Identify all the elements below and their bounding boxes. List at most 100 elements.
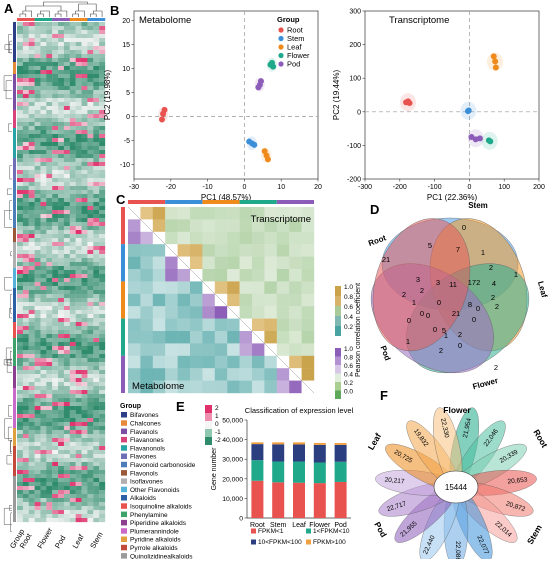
heatmap-cell: [58, 270, 65, 275]
heatmap-cell: [28, 102, 35, 107]
heatmap-cell: [87, 66, 94, 71]
heatmap-cell: [99, 102, 106, 107]
heatmap-cell: [63, 234, 70, 239]
corr-cell: [128, 281, 141, 294]
heatmap-cell: [22, 186, 29, 191]
heatmap-cell: [63, 450, 70, 455]
heatmap-cell: [34, 54, 41, 59]
heatmap-cell: [87, 514, 94, 519]
heatmap-cell: [93, 114, 100, 119]
heatmap-cell: [63, 366, 70, 371]
heatmap-cell: [22, 402, 29, 407]
heatmap-cell: [17, 490, 24, 495]
heatmap-cell: [52, 414, 59, 419]
heatmap-cell: [63, 418, 70, 423]
corr-cell: [227, 355, 240, 369]
heatmap-cell: [93, 498, 100, 503]
pca-point: [257, 78, 264, 85]
heatmap-cell: [34, 346, 41, 351]
pca-point: [476, 135, 483, 142]
heatmap-cell: [34, 170, 41, 175]
heatmap-cell: [28, 474, 35, 479]
corr-cell: [239, 269, 253, 282]
heatmap-cell: [17, 510, 24, 515]
heatmap-cell: [46, 110, 53, 115]
flower-diagram: 21,954 22,04620,33920,65320,87222,01422,0…: [366, 405, 550, 564]
class-legend-label: Phenylamine: [130, 512, 168, 519]
heatmap-cell: [46, 126, 53, 131]
heatmap-cell: [93, 302, 100, 307]
heatmap-cell: [99, 86, 106, 91]
heatmap-cell: [46, 306, 53, 311]
heatmap-cell: [58, 34, 65, 39]
heatmap-cell: [63, 274, 70, 279]
heatmap-cell: [52, 194, 59, 199]
heatmap-cell: [22, 222, 29, 227]
heatmap-cell: [34, 166, 41, 171]
heatmap-cell: [34, 270, 41, 275]
heatmap-cell: [63, 442, 70, 447]
heatmap-cell: [63, 74, 70, 79]
heatmap-cell: [63, 130, 70, 135]
corr-cell: [252, 293, 265, 307]
heatmap-cell: [69, 226, 76, 231]
corr-cell: [252, 269, 265, 282]
heatmap-cell: [87, 446, 94, 451]
heatmap-cell: [34, 458, 41, 463]
heatmap-cell: [34, 470, 41, 475]
heatmap-cell: [69, 506, 76, 511]
heatmap-cell: [17, 134, 24, 139]
heatmap-cell: [52, 254, 59, 259]
heatmap-cell: [87, 474, 94, 479]
pca-legend-marker: [278, 61, 284, 67]
heatmap-cell: [40, 374, 47, 379]
heatmap-cell: [17, 426, 24, 431]
class-legend-swatch: [121, 519, 127, 526]
heatmap-cell: [17, 58, 24, 63]
heatmap-cell: [99, 478, 106, 483]
heatmap-cell: [75, 302, 82, 307]
heatmap-cell: [52, 90, 59, 95]
heatmap-cell: [22, 334, 29, 339]
corr-cell: [276, 380, 290, 394]
heatmap-cell: [58, 126, 65, 131]
heatmap-cell: [63, 150, 70, 155]
heatmap-cell: [52, 238, 59, 243]
heatmap-cell: [99, 482, 106, 487]
heatmap-cell: [69, 158, 76, 163]
heatmap-cell: [28, 466, 35, 471]
class-legend-swatch: [121, 428, 127, 435]
y-tick-label: 40,000: [222, 437, 243, 444]
heatmap-cell: [93, 198, 100, 203]
y-tick-label: -100: [347, 143, 361, 150]
heatmap-cell: [87, 182, 94, 187]
heatmap-cell: [99, 458, 106, 463]
heatmap-cell: [81, 214, 88, 219]
heatmap-cell: [17, 342, 24, 347]
heatmap-cell: [17, 170, 24, 175]
heatmap-cell: [46, 442, 53, 447]
heatmap-cell: [81, 242, 88, 247]
heatmap-cell: [75, 154, 82, 159]
heatmap-cell: [58, 150, 65, 155]
heatmap-cell: [28, 58, 35, 63]
heatmap-cell: [17, 378, 24, 383]
venn-count: 21: [452, 309, 460, 318]
heatmap-cell: [40, 446, 47, 451]
heatmap-cell: [87, 346, 94, 351]
heat-scale-swatch: [205, 437, 212, 445]
corr-diagonal-mark: [152, 231, 166, 245]
heatmap-cell: [87, 350, 94, 355]
heatmap-cell: [99, 126, 106, 131]
heatmap-cell: [63, 382, 70, 387]
heatmap-cell: [81, 302, 88, 307]
corr-cell: [128, 318, 141, 332]
corr-cell: [301, 256, 315, 270]
heatmap-cell: [22, 106, 29, 111]
corr-cell: [152, 293, 166, 307]
x-tick-label: Stem: [270, 522, 287, 529]
heatmap-cell: [46, 402, 53, 407]
heatmap-cell: [87, 58, 94, 63]
heatmap-cell: [87, 286, 94, 291]
heatmap-cell: [28, 438, 35, 443]
